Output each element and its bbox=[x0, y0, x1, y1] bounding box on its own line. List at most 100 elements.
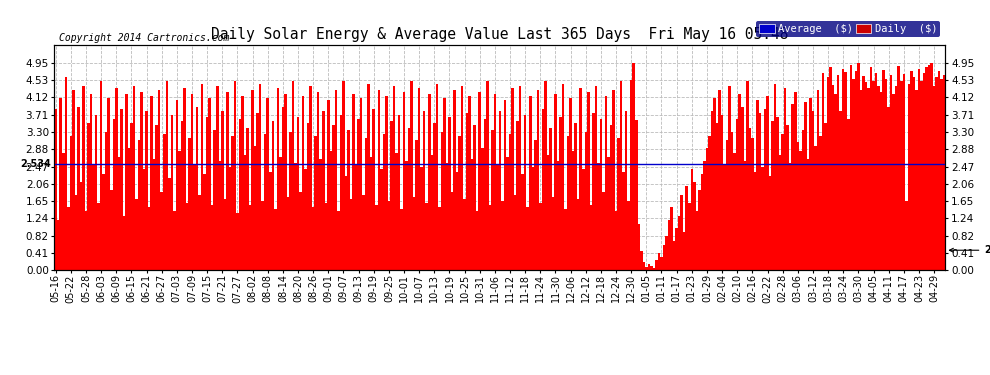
Bar bbox=[471, 159, 473, 270]
Bar bbox=[802, 130, 804, 270]
Bar bbox=[152, 159, 155, 270]
Bar bbox=[840, 111, 842, 270]
Bar bbox=[892, 94, 895, 270]
Bar bbox=[193, 165, 196, 270]
Bar bbox=[537, 90, 540, 270]
Bar bbox=[574, 123, 577, 270]
Bar bbox=[54, 109, 57, 270]
Bar bbox=[72, 90, 74, 270]
Bar bbox=[905, 201, 908, 270]
Bar bbox=[138, 140, 141, 270]
Bar bbox=[731, 132, 734, 270]
Bar bbox=[85, 211, 87, 270]
Bar bbox=[448, 117, 450, 270]
Bar bbox=[352, 94, 354, 270]
Bar bbox=[652, 268, 655, 270]
Bar bbox=[102, 174, 105, 270]
Bar bbox=[753, 171, 756, 270]
Bar bbox=[423, 111, 426, 270]
Bar bbox=[736, 119, 739, 270]
Bar bbox=[817, 90, 820, 270]
Bar bbox=[827, 77, 830, 270]
Bar bbox=[655, 260, 657, 270]
Bar bbox=[289, 132, 292, 270]
Bar bbox=[854, 71, 857, 270]
Bar bbox=[165, 81, 168, 270]
Bar bbox=[253, 146, 256, 270]
Bar bbox=[623, 171, 625, 270]
Bar bbox=[256, 113, 259, 270]
Bar bbox=[572, 151, 574, 270]
Bar bbox=[120, 109, 123, 270]
Bar bbox=[820, 136, 822, 270]
Bar bbox=[724, 165, 726, 270]
Bar bbox=[556, 161, 559, 270]
Bar bbox=[870, 67, 872, 270]
Bar bbox=[872, 81, 875, 270]
Bar bbox=[335, 90, 338, 270]
Bar bbox=[852, 80, 854, 270]
Bar bbox=[554, 94, 556, 270]
Bar bbox=[410, 81, 413, 270]
Bar bbox=[859, 90, 862, 270]
Bar bbox=[729, 86, 731, 270]
Bar bbox=[186, 203, 188, 270]
Bar bbox=[713, 98, 716, 270]
Bar bbox=[849, 65, 852, 270]
Bar bbox=[825, 123, 827, 270]
Bar bbox=[592, 113, 595, 270]
Bar bbox=[315, 136, 317, 270]
Bar bbox=[494, 94, 496, 270]
Bar bbox=[431, 155, 433, 270]
Bar bbox=[641, 251, 643, 270]
Bar bbox=[347, 130, 349, 270]
Bar bbox=[809, 98, 812, 270]
Title: Daily Solar Energy & Average Value Last 365 Days  Fri May 16 05:48: Daily Solar Energy & Average Value Last … bbox=[211, 27, 789, 42]
Bar bbox=[683, 232, 685, 270]
Bar bbox=[885, 80, 887, 270]
Bar bbox=[237, 213, 239, 270]
Bar bbox=[769, 176, 771, 270]
Bar bbox=[774, 84, 776, 270]
Bar bbox=[842, 69, 844, 270]
Bar bbox=[476, 211, 478, 270]
Bar bbox=[375, 205, 377, 270]
Bar bbox=[148, 207, 150, 270]
Bar bbox=[97, 203, 100, 270]
Bar bbox=[630, 80, 633, 270]
Bar bbox=[650, 266, 652, 270]
Bar bbox=[540, 203, 542, 270]
Bar bbox=[587, 92, 590, 270]
Bar bbox=[511, 88, 514, 270]
Bar bbox=[377, 90, 380, 270]
Bar bbox=[910, 70, 913, 270]
Bar bbox=[393, 86, 395, 270]
Bar bbox=[726, 140, 729, 270]
Bar bbox=[421, 167, 423, 270]
Bar bbox=[926, 67, 928, 270]
Bar bbox=[433, 123, 436, 270]
Bar bbox=[359, 98, 362, 270]
Bar bbox=[90, 94, 92, 270]
Bar bbox=[92, 165, 95, 270]
Bar bbox=[837, 75, 840, 270]
Bar bbox=[113, 119, 115, 270]
Bar bbox=[923, 73, 926, 270]
Bar bbox=[551, 196, 554, 270]
Bar bbox=[602, 192, 605, 270]
Bar bbox=[804, 102, 807, 270]
Bar bbox=[244, 155, 247, 270]
Bar bbox=[625, 111, 628, 270]
Bar bbox=[188, 138, 191, 270]
Bar bbox=[450, 192, 453, 270]
Bar bbox=[527, 207, 529, 270]
Bar bbox=[797, 142, 799, 270]
Bar bbox=[880, 92, 882, 270]
Bar bbox=[294, 163, 297, 270]
Bar bbox=[382, 134, 385, 270]
Bar bbox=[546, 155, 549, 270]
Bar bbox=[163, 134, 165, 270]
Bar bbox=[221, 111, 224, 270]
Bar bbox=[463, 199, 466, 270]
Bar bbox=[668, 220, 670, 270]
